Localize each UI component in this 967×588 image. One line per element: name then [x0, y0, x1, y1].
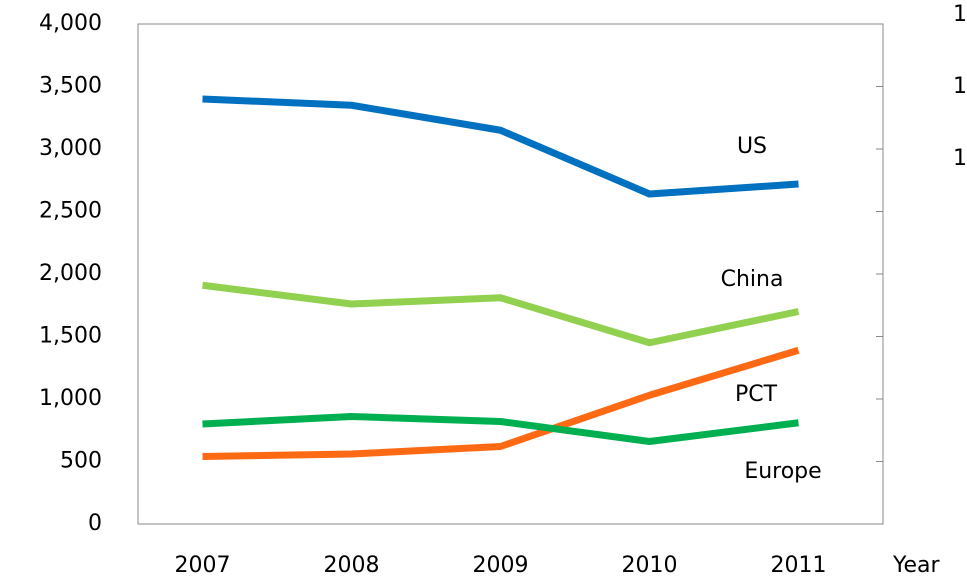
series-label: US: [737, 134, 767, 159]
y-tick-label: 4,000: [39, 11, 102, 36]
y-tick-label: 3,000: [39, 136, 102, 161]
series-label: PCT: [735, 382, 778, 407]
series-label: China: [721, 267, 784, 292]
y-tick-label: 2,500: [39, 199, 102, 224]
series-label: Europe: [744, 459, 821, 484]
y-tick-label: 3,500: [39, 74, 102, 99]
y-tick-label: 1,500: [39, 324, 102, 349]
edge-label: 1: [953, 2, 967, 27]
series-line: [202, 95, 799, 198]
y-tick-label: 2,000: [39, 261, 102, 286]
y-tick-label: 0: [88, 511, 102, 536]
y-tick-label: 1,000: [39, 386, 102, 411]
series-line: [202, 281, 800, 347]
y-tick-label: 500: [60, 449, 102, 474]
series-line: [202, 413, 799, 445]
edge-label: 1: [953, 146, 967, 171]
x-tick-label: 2011: [771, 553, 827, 578]
edge-label: 1: [953, 74, 967, 99]
x-axis-label: Year: [892, 553, 941, 578]
x-tick-label: 2010: [622, 553, 678, 578]
series-line: [202, 346, 800, 460]
x-tick-label: 2008: [324, 553, 380, 578]
x-tick-label: 2009: [473, 553, 529, 578]
x-tick-label: 2007: [175, 553, 231, 578]
